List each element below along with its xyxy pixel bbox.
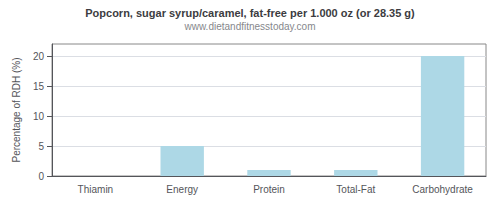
svg-text:20: 20 (33, 51, 45, 62)
svg-text:Energy: Energy (166, 184, 198, 195)
svg-text:Popcorn, sugar syrup/caramel,: Popcorn, sugar syrup/caramel, fat-free p… (85, 7, 415, 19)
svg-text:5: 5 (38, 141, 44, 152)
svg-text:Total-Fat: Total-Fat (336, 184, 375, 195)
svg-text:Protein: Protein (253, 184, 285, 195)
svg-text:Percentage of RDH (%): Percentage of RDH (%) (11, 57, 22, 162)
svg-text:0: 0 (38, 171, 44, 182)
svg-text:Carbohydrate: Carbohydrate (412, 184, 473, 195)
svg-text:10: 10 (33, 111, 45, 122)
svg-text:15: 15 (33, 81, 45, 92)
svg-text:Thiamin: Thiamin (78, 184, 114, 195)
svg-text:www.dietandfitnesstoday.com: www.dietandfitnesstoday.com (184, 21, 316, 32)
